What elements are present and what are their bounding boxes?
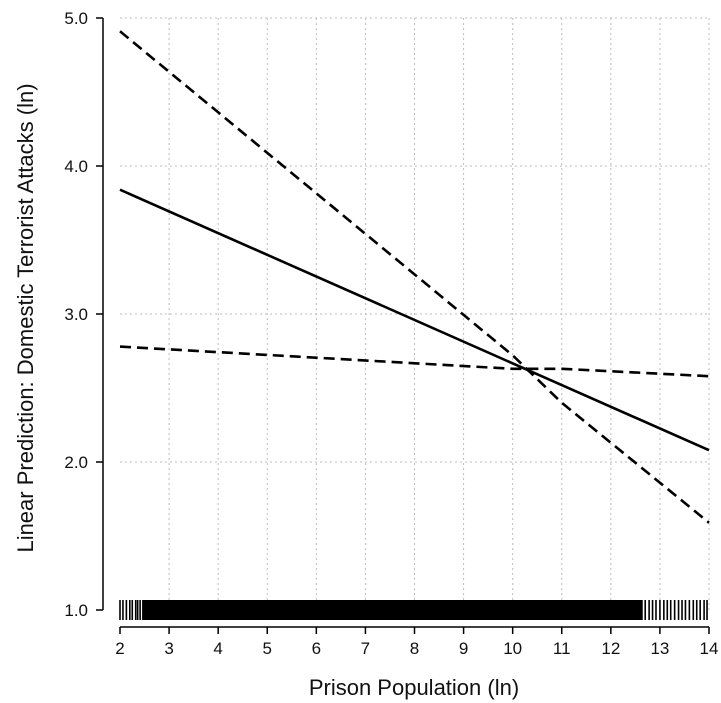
x-tick-label: 5 (263, 639, 272, 658)
x-tick-label: 10 (503, 639, 522, 658)
x-tick-label: 3 (164, 639, 173, 658)
y-tick-label: 4.0 (64, 157, 88, 176)
y-tick-label: 2.0 (64, 453, 88, 472)
y-tick-label: 5.0 (64, 9, 88, 28)
x-tick-label: 8 (410, 639, 419, 658)
x-tick-label: 4 (213, 639, 222, 658)
rug-plot (119, 600, 708, 620)
ticks: 1.0 2.0 3.0 4.0 5.0 2 3 4 5 6 7 8 9 10 11 12 13 14 (64, 9, 718, 658)
series-line-solid (119, 188, 710, 452)
x-tick-label: 13 (650, 639, 669, 658)
y-tick-label: 3.0 (64, 305, 88, 324)
y-axis-title: Linear Prediction: Domestic Terrorist At… (13, 83, 38, 552)
x-tick-label: 12 (601, 639, 620, 658)
x-tick-label: 2 (115, 639, 124, 658)
x-axis-title: Prison Population (ln) (309, 675, 519, 700)
y-tick-label: 1.0 (64, 601, 88, 620)
axes (102, 18, 709, 628)
x-tick-label: 9 (459, 639, 468, 658)
series-line-dashed (119, 30, 710, 524)
grid (120, 17, 710, 610)
x-tick-label: 7 (361, 639, 370, 658)
series-line-dashed (119, 345, 710, 378)
x-tick-label: 6 (312, 639, 321, 658)
x-tick-label: 11 (553, 639, 571, 658)
series-lines (119, 30, 710, 524)
x-tick-label: 14 (700, 639, 719, 658)
rug-dense-band (142, 600, 643, 620)
